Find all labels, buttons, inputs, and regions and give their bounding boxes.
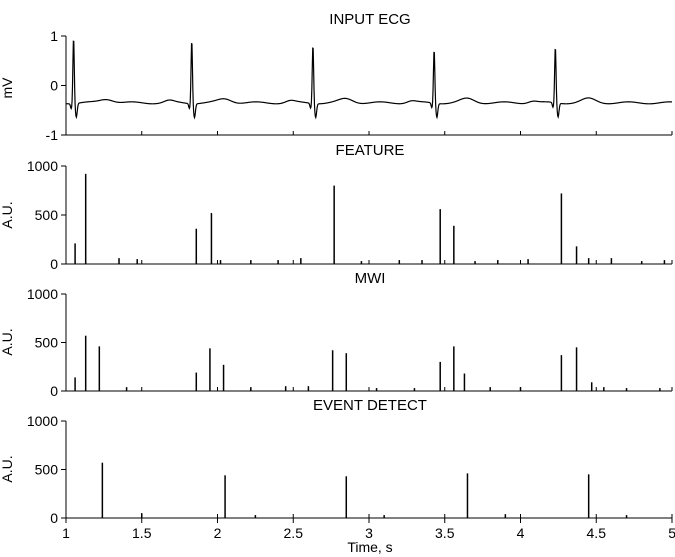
y-ticks: 1000 500 0 xyxy=(27,413,66,526)
x-axis-label: Time, s xyxy=(347,539,392,555)
feature-spikes xyxy=(74,173,666,264)
panel-title: MWI xyxy=(355,270,386,287)
x-tick-label: 3.5 xyxy=(435,525,455,541)
x-tick-label: 4.5 xyxy=(587,525,607,541)
y-ticks: 1000 500 0 xyxy=(27,158,66,272)
panel-input-ecg: INPUT ECG mV 1 0 -1 xyxy=(0,11,673,143)
event-spikes xyxy=(101,462,628,518)
y-tick-label: 0 xyxy=(50,510,58,526)
y-axis-label: A.U. xyxy=(0,201,15,228)
y-axis-label: A.U. xyxy=(0,455,15,482)
panel-feature: FEATURE A.U. 1000 500 0 xyxy=(0,142,673,272)
y-tick-label: 500 xyxy=(35,335,59,351)
y-tick-label: 1000 xyxy=(27,158,58,174)
y-tick-label: 1000 xyxy=(27,413,58,429)
ecg-line xyxy=(65,40,673,120)
y-tick-label: 0 xyxy=(50,78,58,94)
panel-title: EVENT DETECT xyxy=(313,397,427,414)
x-ticks: 1 1.5 2 2.5 3 3.5 4 4.5 5 xyxy=(62,518,675,541)
y-ticks: 1 0 -1 xyxy=(46,28,66,143)
panel-title: FEATURE xyxy=(336,142,405,159)
y-tick-label: 1000 xyxy=(27,286,58,302)
ecg-trace xyxy=(65,40,673,120)
x-tick-label: 4 xyxy=(517,525,525,541)
x-tick-label: 2 xyxy=(214,525,222,541)
x-tick-label: 3 xyxy=(365,525,373,541)
x-tick-label: 1 xyxy=(62,525,70,541)
y-axis-label: mV xyxy=(0,77,15,99)
y-tick-label: 1 xyxy=(50,28,58,44)
mwi-spikes xyxy=(74,335,661,391)
panel-mwi: MWI A.U. 1000 500 0 xyxy=(0,270,673,399)
y-tick-label: 500 xyxy=(35,207,59,223)
panel-title: INPUT ECG xyxy=(329,11,410,28)
x-tick-label: 2.5 xyxy=(284,525,304,541)
y-ticks: 1000 500 0 xyxy=(27,286,66,399)
y-tick-label: 500 xyxy=(35,462,59,478)
y-tick-label: -1 xyxy=(46,127,59,143)
panel-event-detect: EVENT DETECT A.U. 1000 500 0 1 1.5 2 2.5 3 3.5 4… xyxy=(0,397,675,555)
x-tick-label: 1.5 xyxy=(132,525,152,541)
y-tick-label: 0 xyxy=(50,256,58,272)
y-axis-label: A.U. xyxy=(0,328,15,355)
x-tick-label: 5 xyxy=(668,525,675,541)
y-tick-label: 0 xyxy=(50,383,58,399)
